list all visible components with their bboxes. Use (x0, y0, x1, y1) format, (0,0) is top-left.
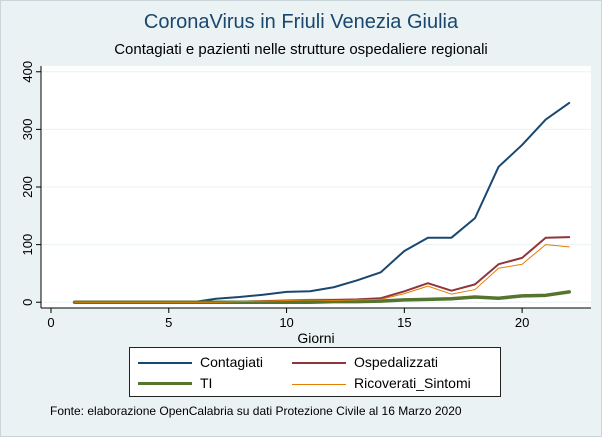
x-tick-label-20: 20 (515, 315, 529, 330)
legend-label-contagiati: Contagiati (200, 354, 264, 370)
legend-label-ricoverati-sintomi: Ricoverati_Sintomi (354, 375, 471, 391)
legend-swatch-ti (138, 382, 192, 386)
legend-label-ospedalizzati: Ospedalizzati (354, 354, 439, 370)
y-tick-label-400: 400 (20, 61, 35, 83)
x-tick-label-5: 5 (165, 315, 172, 330)
source-note: Fonte: elaborazione OpenCalabria su dati… (50, 404, 462, 418)
y-tick-label-0: 0 (20, 299, 35, 306)
y-tick-label-300: 300 (20, 119, 35, 141)
y-tick-label-200: 200 (20, 176, 35, 198)
x-axis-label: Giorni (297, 330, 334, 346)
x-tick-label-15: 15 (397, 315, 411, 330)
y-tick-label-100: 100 (20, 234, 35, 256)
legend-swatch-contagiati (138, 362, 192, 364)
legend-swatch-ricoverati-sintomi (292, 383, 346, 385)
series-line-ricoverati-sintomi (74, 244, 570, 303)
chart-title: CoronaVirus in Friuli Venezia Giulia (143, 11, 459, 33)
legend-label-ti: TI (200, 375, 213, 391)
legend: Contagiati Ospedalizzati TI Ricoverati_Sint… (129, 347, 501, 397)
chart-subtitle: Contagiati e pazienti nelle strutture os… (114, 41, 488, 58)
legend-swatch-ospedalizzati (292, 362, 346, 364)
x-tick-label-10: 10 (279, 315, 293, 330)
x-tick-label-0: 0 (47, 315, 54, 330)
